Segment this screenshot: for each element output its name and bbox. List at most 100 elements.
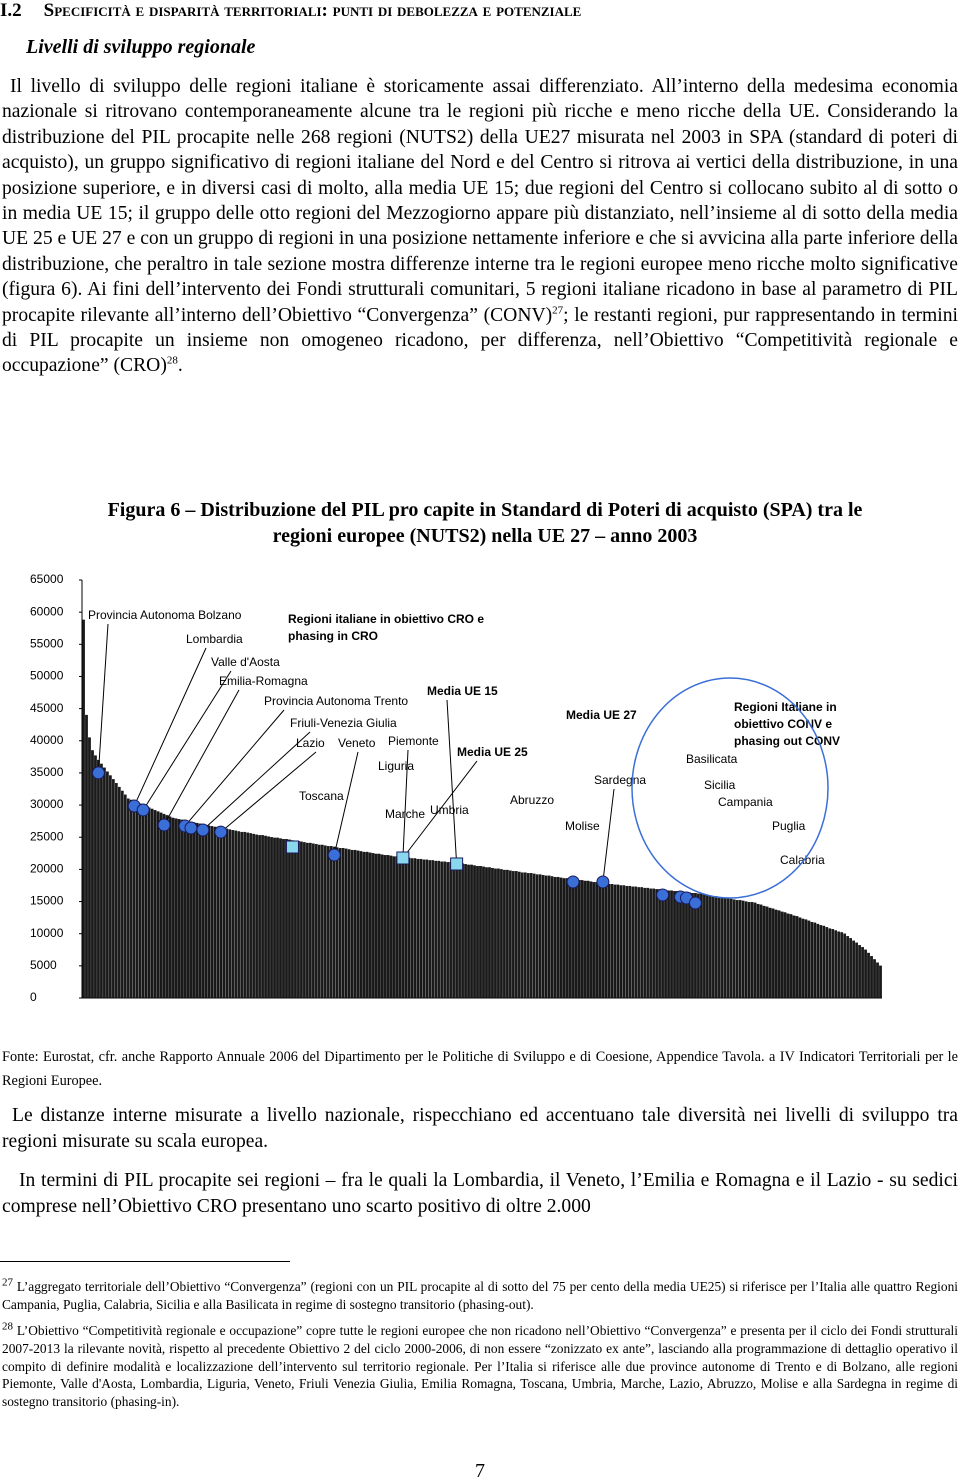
bar [362, 851, 366, 999]
bar [309, 842, 312, 999]
bar [177, 819, 181, 999]
bar [117, 786, 121, 999]
bar [344, 848, 348, 999]
bar [112, 779, 115, 999]
bar [738, 900, 742, 999]
bar [261, 835, 264, 999]
bar [628, 885, 632, 999]
bar [273, 837, 276, 999]
bar [171, 817, 175, 999]
bar [864, 949, 867, 999]
bar [816, 923, 820, 999]
bar [410, 858, 414, 999]
bar [673, 891, 676, 999]
bar [85, 714, 88, 999]
bar [792, 915, 796, 999]
bar [365, 851, 369, 999]
bar [867, 952, 870, 999]
bar [476, 866, 479, 999]
bar [138, 803, 142, 999]
bar [720, 897, 724, 999]
bar [82, 619, 85, 999]
annotation: Basilicata [686, 752, 738, 766]
bar [303, 842, 306, 999]
bar [437, 860, 441, 999]
bar [243, 831, 247, 999]
bar [613, 884, 617, 999]
bar [637, 887, 641, 999]
figure-title: Figura 6 – Distribuzione del PIL pro cap… [107, 499, 863, 547]
bar [744, 901, 748, 999]
bar [332, 846, 336, 999]
bar [741, 900, 745, 999]
annotation: Media UE 15 [427, 684, 498, 698]
bar [180, 819, 184, 999]
bar [616, 884, 620, 999]
bar [285, 839, 288, 999]
bar [709, 895, 712, 999]
annotation: Toscana [299, 789, 344, 803]
leader-line [163, 689, 240, 826]
region-marker [214, 825, 228, 839]
y-tick-label: 25000 [30, 829, 64, 843]
bar [470, 864, 473, 999]
bar [440, 861, 444, 999]
bar [255, 834, 258, 999]
bar [622, 885, 626, 999]
bar [425, 859, 429, 999]
bar [676, 891, 679, 999]
highlight-ellipse [631, 677, 829, 899]
bar [455, 862, 458, 999]
region-marker [184, 821, 198, 835]
bar [195, 822, 199, 999]
bar [174, 818, 178, 999]
bar [422, 859, 426, 999]
annotation: Liguria [378, 759, 414, 773]
bar [697, 893, 700, 999]
bar [607, 884, 611, 999]
annotation: Puglia [772, 819, 806, 833]
bar [634, 886, 638, 999]
region-marker [688, 896, 702, 910]
annotation: Media UE 27 [566, 708, 637, 722]
annotation: Sardegna [594, 773, 646, 787]
bar [288, 839, 291, 999]
bar [141, 804, 145, 999]
bar [732, 899, 736, 999]
bar [547, 875, 551, 999]
bar [837, 931, 841, 999]
bar [482, 866, 485, 999]
bar [326, 846, 330, 999]
bar [610, 884, 614, 999]
bar [404, 857, 408, 999]
bar [377, 853, 381, 999]
region-marker [91, 766, 105, 780]
bar [380, 854, 384, 999]
bar [643, 887, 647, 999]
bar [777, 910, 781, 999]
annotation: Sicilia [704, 778, 736, 792]
bar [374, 853, 378, 999]
bar [335, 847, 339, 999]
y-tick-label: 55000 [30, 636, 64, 650]
bar [685, 892, 688, 999]
bar [801, 918, 805, 999]
bar [810, 921, 814, 999]
bar [449, 862, 452, 999]
bar [186, 821, 190, 999]
bar [655, 889, 658, 999]
annotation: Calabria [780, 853, 825, 867]
annotation: Provincia Autonoma Trento [264, 694, 408, 708]
bar [568, 878, 572, 999]
bar [234, 830, 238, 999]
bar [153, 810, 157, 999]
leader-line [142, 670, 232, 811]
bar [228, 829, 232, 999]
bar [452, 862, 455, 999]
y-tick-label: 0 [30, 990, 37, 1004]
bar [601, 882, 605, 999]
bar [159, 812, 163, 999]
section-title: Specificità e disparità territoriali: pu… [43, 0, 582, 21]
bar [876, 962, 879, 999]
bar [312, 843, 315, 999]
